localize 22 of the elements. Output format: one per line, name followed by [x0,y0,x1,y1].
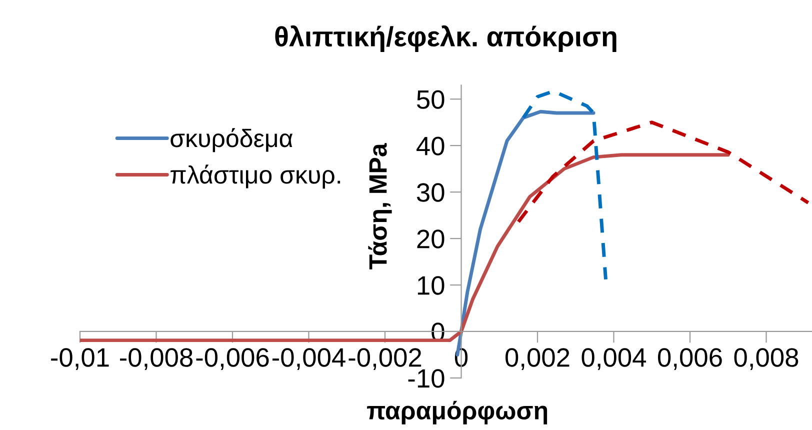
x-tick-label: -0,006 [196,348,269,370]
x-tick-label: 0,002 [506,348,570,370]
legend-label: σκυρόδεμα [170,128,293,152]
y-tick-label: 10 [418,276,444,295]
line-series [522,89,608,282]
x-tick-label: -0,008 [120,348,192,370]
chart-title: θλιπτική/εφελκ. απόκριση [275,25,616,52]
y-tick-label: 40 [416,136,444,156]
line-series [516,120,810,224]
x-tick-label: -0,01 [51,348,109,370]
y-tick-label: 20 [417,230,444,248]
x-tick-label: 0,006 [658,348,722,370]
y-axis-title: Τάση, MPa [368,143,392,270]
x-tick-label: 0,004 [582,348,646,370]
y-tick-label: -10 [408,369,444,388]
x-tick-label: -0,002 [348,348,422,370]
x-tick-label: -0,004 [272,348,346,370]
legend-label: πλάστιμο σκυρ. [170,164,340,189]
y-tick-label: 30 [416,183,444,202]
x-tick-label: 0,008 [734,348,798,370]
x-axis-title: παραμόρφωση [367,400,548,424]
y-tick-label: 50 [416,90,444,109]
